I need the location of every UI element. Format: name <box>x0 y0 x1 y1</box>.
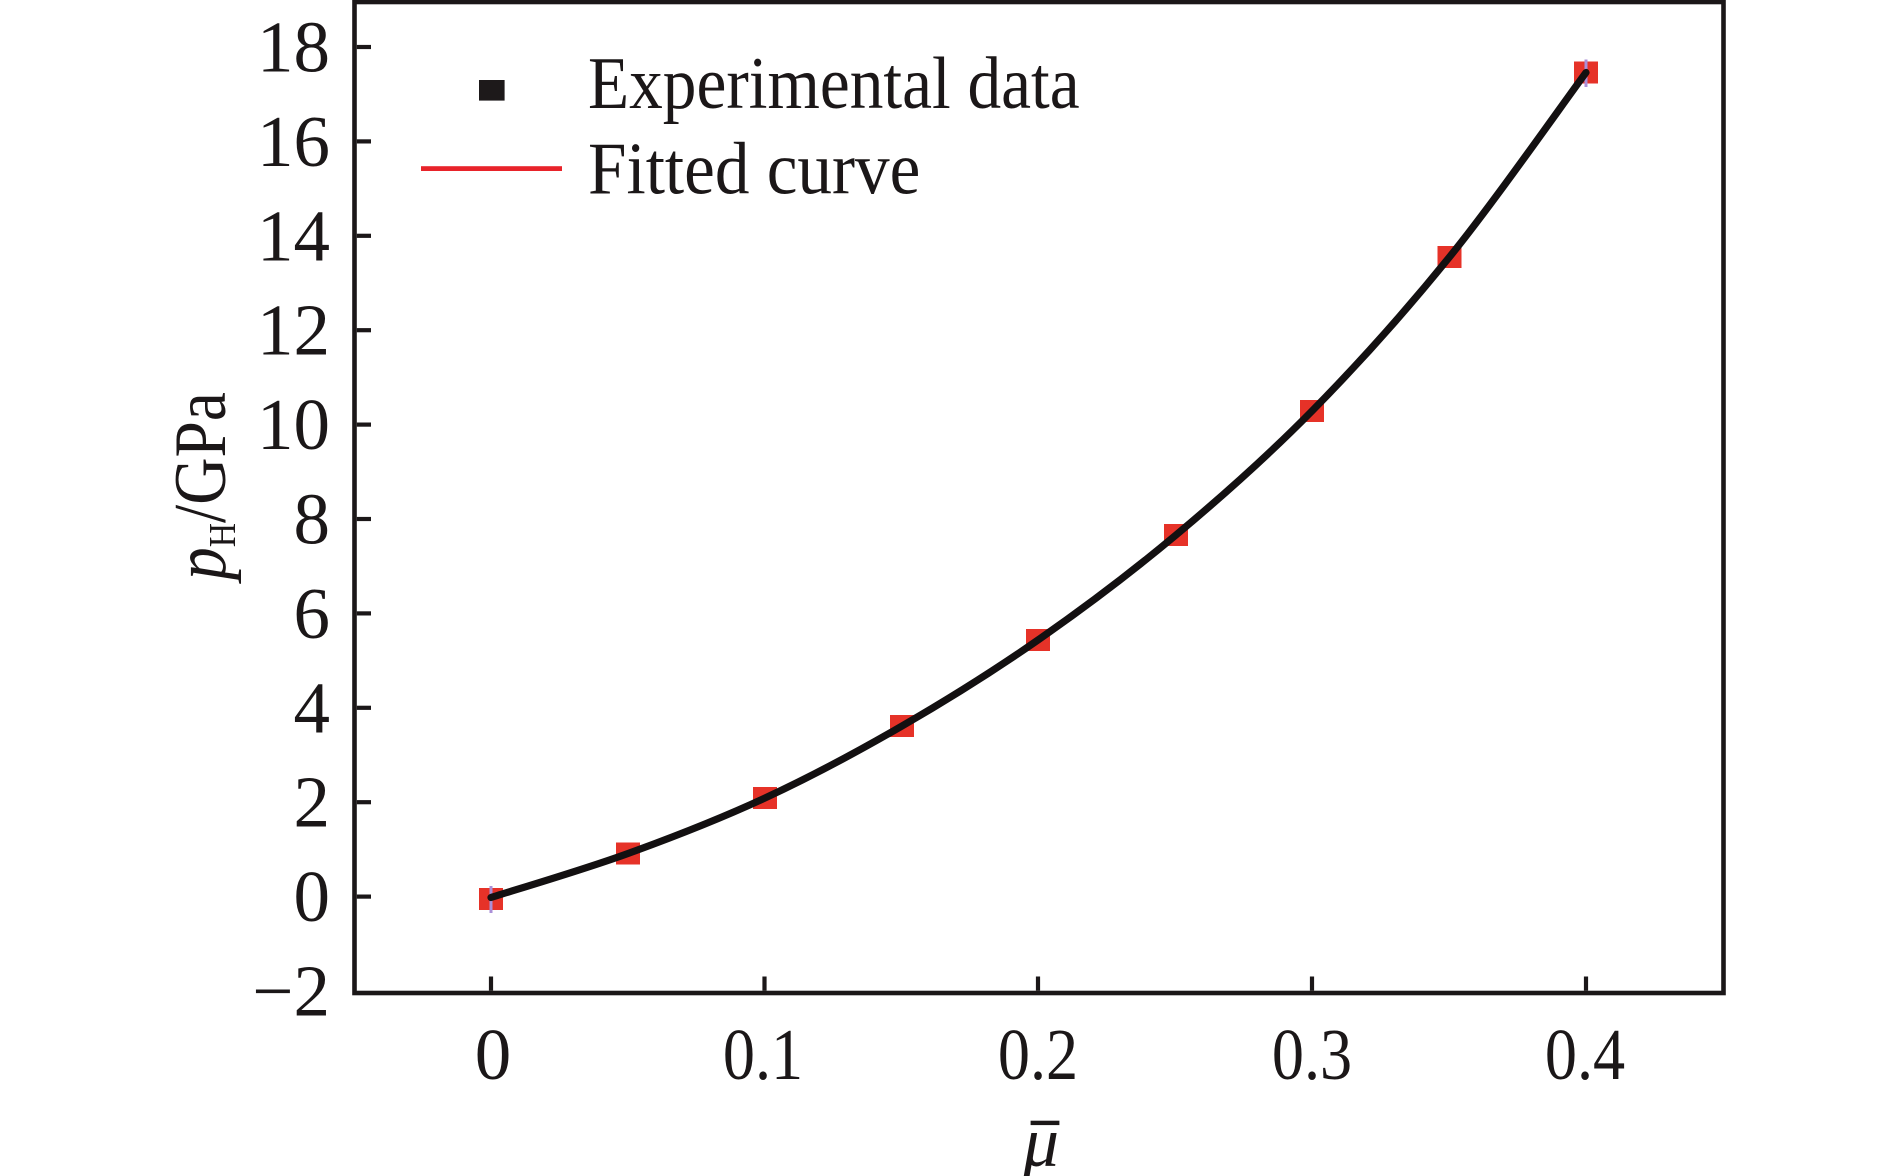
svg-text:0: 0 <box>294 856 331 937</box>
svg-text:0: 0 <box>475 1014 512 1095</box>
svg-text:16: 16 <box>257 101 330 182</box>
svg-text:Experimental data: Experimental data <box>588 43 1080 125</box>
svg-text:10: 10 <box>257 384 330 465</box>
svg-text:12: 12 <box>257 290 330 371</box>
svg-text:0.2: 0.2 <box>998 1014 1078 1095</box>
svg-text:14: 14 <box>257 195 330 276</box>
svg-text:8: 8 <box>294 479 331 560</box>
svg-text:4: 4 <box>294 667 331 748</box>
svg-text:−2: −2 <box>252 951 330 1032</box>
svg-text:μ: μ <box>1022 1102 1059 1176</box>
svg-text:0.3: 0.3 <box>1272 1014 1352 1095</box>
svg-text:18: 18 <box>257 7 330 88</box>
svg-text:Fitted curve: Fitted curve <box>588 128 920 210</box>
svg-text:6: 6 <box>294 573 331 654</box>
svg-text:0.1: 0.1 <box>723 1014 803 1095</box>
svg-text:2: 2 <box>294 762 331 843</box>
svg-text:pH/GPa: pH/GPa <box>160 392 243 585</box>
svg-text:0.4: 0.4 <box>1545 1014 1625 1095</box>
